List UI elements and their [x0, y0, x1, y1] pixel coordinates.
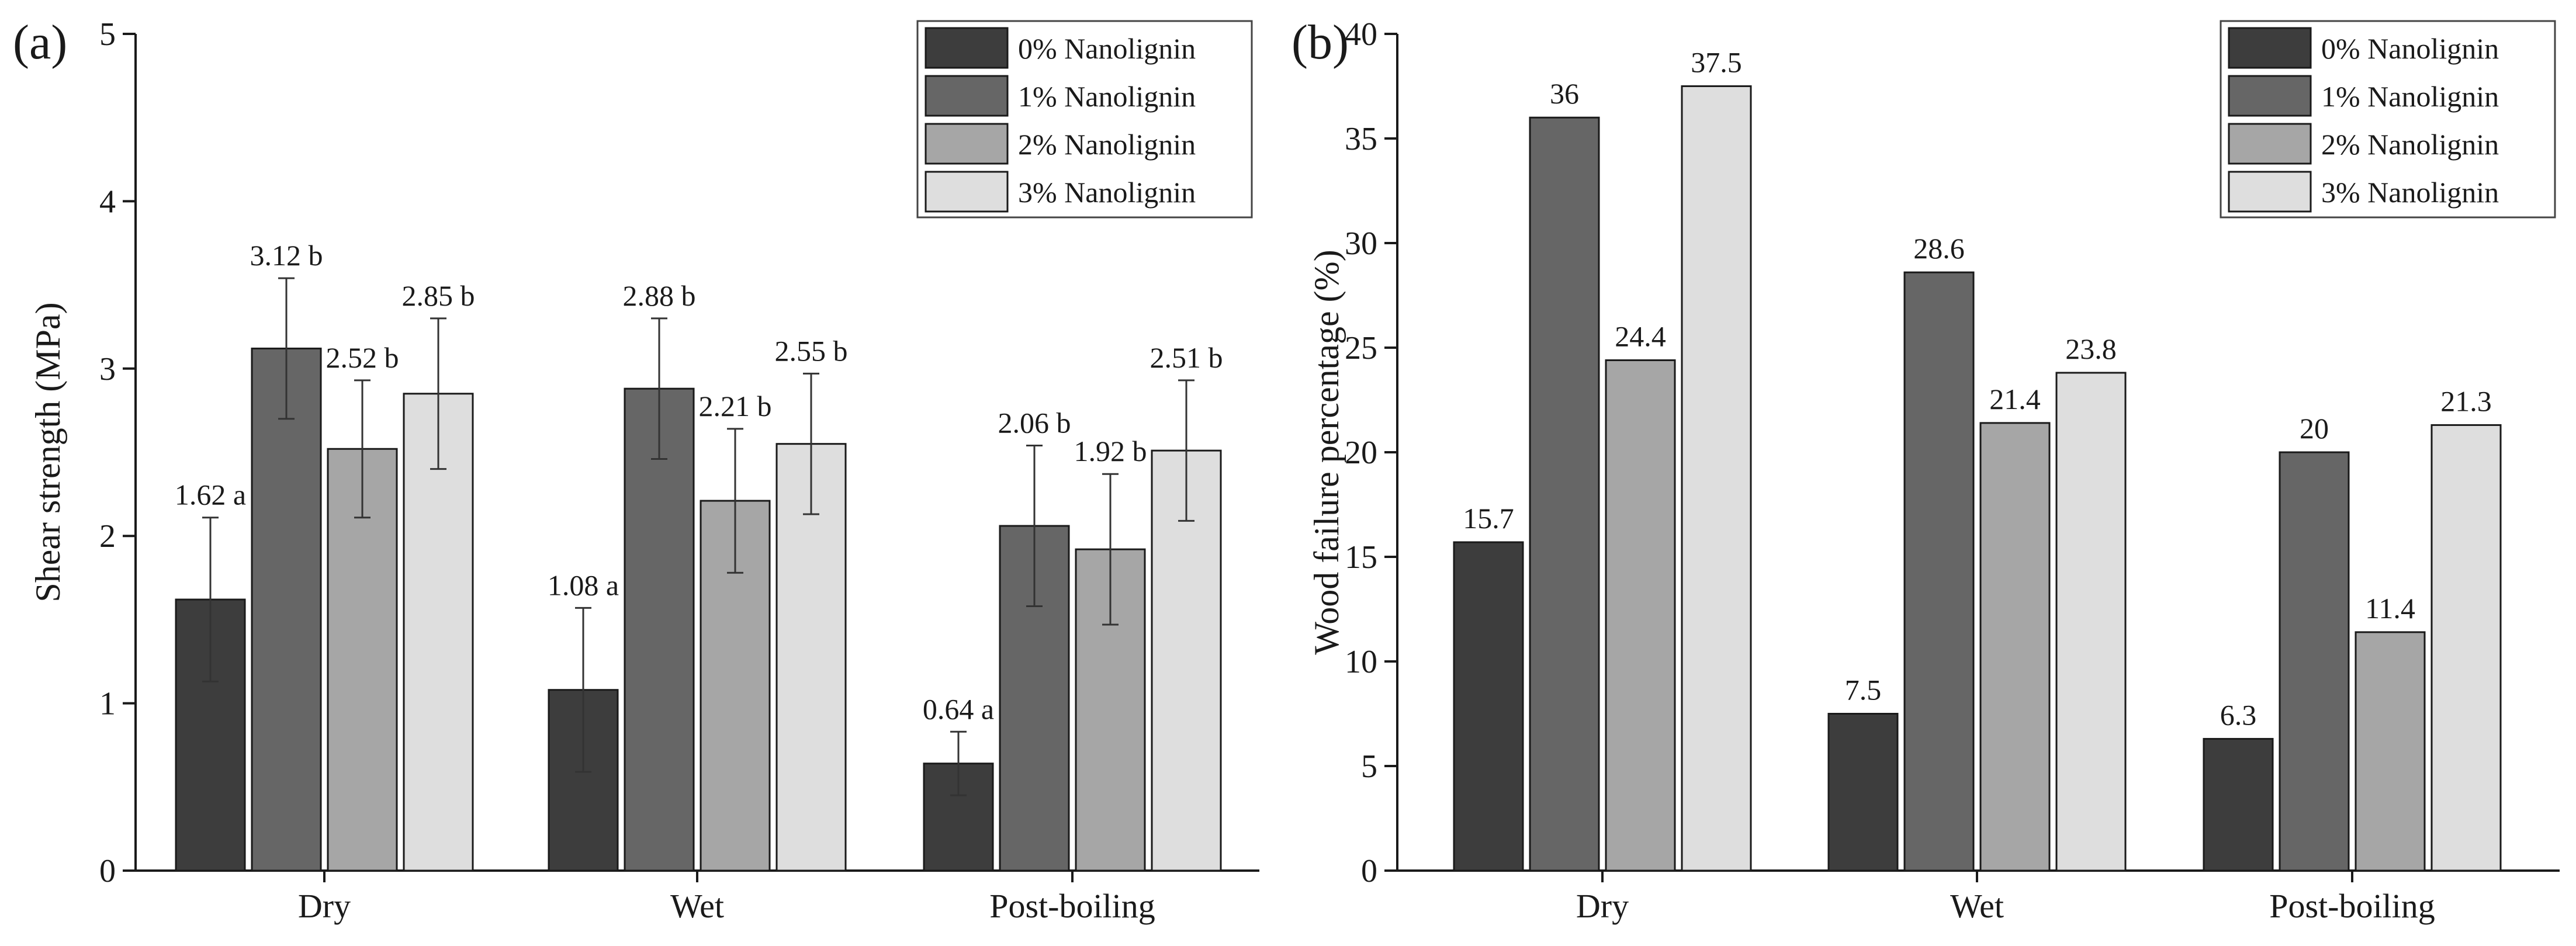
bar — [1827, 713, 1899, 872]
data-label: 28.6 — [1913, 232, 1965, 265]
legend-swatch — [925, 75, 1009, 117]
y-tick-label: 0 — [1361, 853, 1377, 889]
data-label: 2.51 b — [1150, 341, 1223, 374]
data-label: 2.88 b — [623, 279, 696, 312]
data-label: 37.5 — [1691, 46, 1742, 79]
y-tick-label: 5 — [99, 16, 116, 53]
data-label: 1.62 a — [175, 479, 246, 511]
y-tick-label: 35 — [1345, 121, 1377, 157]
data-label: 21.4 — [1989, 383, 2041, 415]
legend-label: 3% Nanolignin — [2321, 176, 2499, 209]
bar — [1453, 541, 1524, 872]
y-tick-label: 2 — [99, 518, 116, 555]
y-tick-label: 5 — [1361, 749, 1377, 785]
data-label: 2.21 b — [699, 390, 772, 422]
shear-strength-chart: (a) 0 1 2 3 4 5 Shear strength (MPa) Dry Wet Post-… — [13, 15, 1259, 925]
legend-swatch — [2228, 171, 2312, 213]
data-label: 6.3 — [2220, 698, 2257, 731]
data-label: 2.52 b — [326, 341, 399, 374]
bar — [403, 393, 474, 872]
data-label: 0.64 a — [923, 692, 994, 725]
y-tick-label: 10 — [1345, 644, 1377, 680]
y-tick-label: 25 — [1345, 330, 1377, 366]
legend-swatch — [925, 123, 1009, 165]
legend-label: 0% Nanolignin — [1018, 32, 1196, 65]
legend-swatch — [925, 171, 1009, 213]
data-label: 23.8 — [2065, 332, 2117, 365]
data-label: 36 — [1550, 77, 1579, 110]
data-label: 15.7 — [1463, 502, 1514, 535]
y-tick-label: 4 — [99, 183, 116, 220]
legend-swatch — [2228, 27, 2312, 69]
data-label: 24.4 — [1615, 320, 1666, 352]
y-tick-label: 15 — [1345, 539, 1377, 576]
y-tick-label: 20 — [1345, 435, 1377, 471]
y-tick-label: 1 — [99, 686, 116, 722]
legend-label: 0% Nanolignin — [2321, 32, 2499, 65]
panel-label: (b) — [1292, 15, 1349, 70]
x-tick-label: Wet — [670, 887, 724, 925]
legend-swatch — [2228, 75, 2312, 117]
y-tick-label: 40 — [1345, 16, 1377, 53]
bar — [251, 347, 322, 872]
panel-label: (a) — [13, 15, 67, 70]
bar — [2430, 424, 2502, 872]
y-tick-label: 3 — [99, 351, 116, 387]
data-label: 2.85 b — [402, 279, 475, 312]
wood-failure-chart: (b) 0 5 10 15 20 25 30 35 40 Wood failure percenta… — [1292, 15, 2560, 925]
data-label: 1.92 b — [1074, 435, 1147, 467]
bar — [2355, 631, 2426, 872]
bar — [624, 387, 695, 872]
bar — [1605, 359, 1676, 872]
legend-label: 2% Nanolignin — [1018, 128, 1196, 161]
bar — [1979, 422, 2051, 872]
x-tick-label: Post-boiling — [989, 887, 1155, 925]
bar — [327, 448, 398, 872]
data-label: 7.5 — [1845, 674, 1882, 706]
legend-swatch — [925, 27, 1009, 69]
bar — [1529, 116, 1600, 872]
data-label: 11.4 — [2365, 592, 2415, 625]
x-tick-label: Post-boiling — [2269, 887, 2435, 925]
bar — [1681, 85, 1752, 872]
y-tick-label: 30 — [1345, 226, 1377, 262]
data-label: 20 — [2300, 412, 2329, 445]
data-label: 1.08 a — [548, 569, 619, 601]
data-label: 3.12 b — [250, 239, 323, 272]
y-axis-title: Shear strength (MPa) — [29, 302, 67, 602]
y-tick-label: 0 — [99, 853, 116, 889]
x-tick-label: Wet — [1950, 887, 2004, 925]
bar — [1903, 271, 1975, 872]
y-axis-title: Wood failure percentage (%) — [1307, 250, 1346, 654]
legend-label: 1% Nanolignin — [2321, 80, 2499, 113]
legend-swatch — [2228, 123, 2312, 165]
data-label: 2.55 b — [775, 334, 848, 367]
bar — [2279, 451, 2350, 872]
data-label: 2.06 b — [998, 407, 1071, 439]
legend-label: 3% Nanolignin — [1018, 176, 1196, 209]
data-label: 21.3 — [2440, 384, 2492, 417]
bar — [2055, 372, 2127, 872]
legend-label: 1% Nanolignin — [1018, 80, 1196, 113]
bar — [1075, 548, 1146, 872]
x-tick-label: Dry — [1576, 887, 1629, 925]
bar — [2203, 737, 2274, 872]
x-tick-label: Dry — [298, 887, 351, 925]
legend-label: 2% Nanolignin — [2321, 128, 2499, 161]
